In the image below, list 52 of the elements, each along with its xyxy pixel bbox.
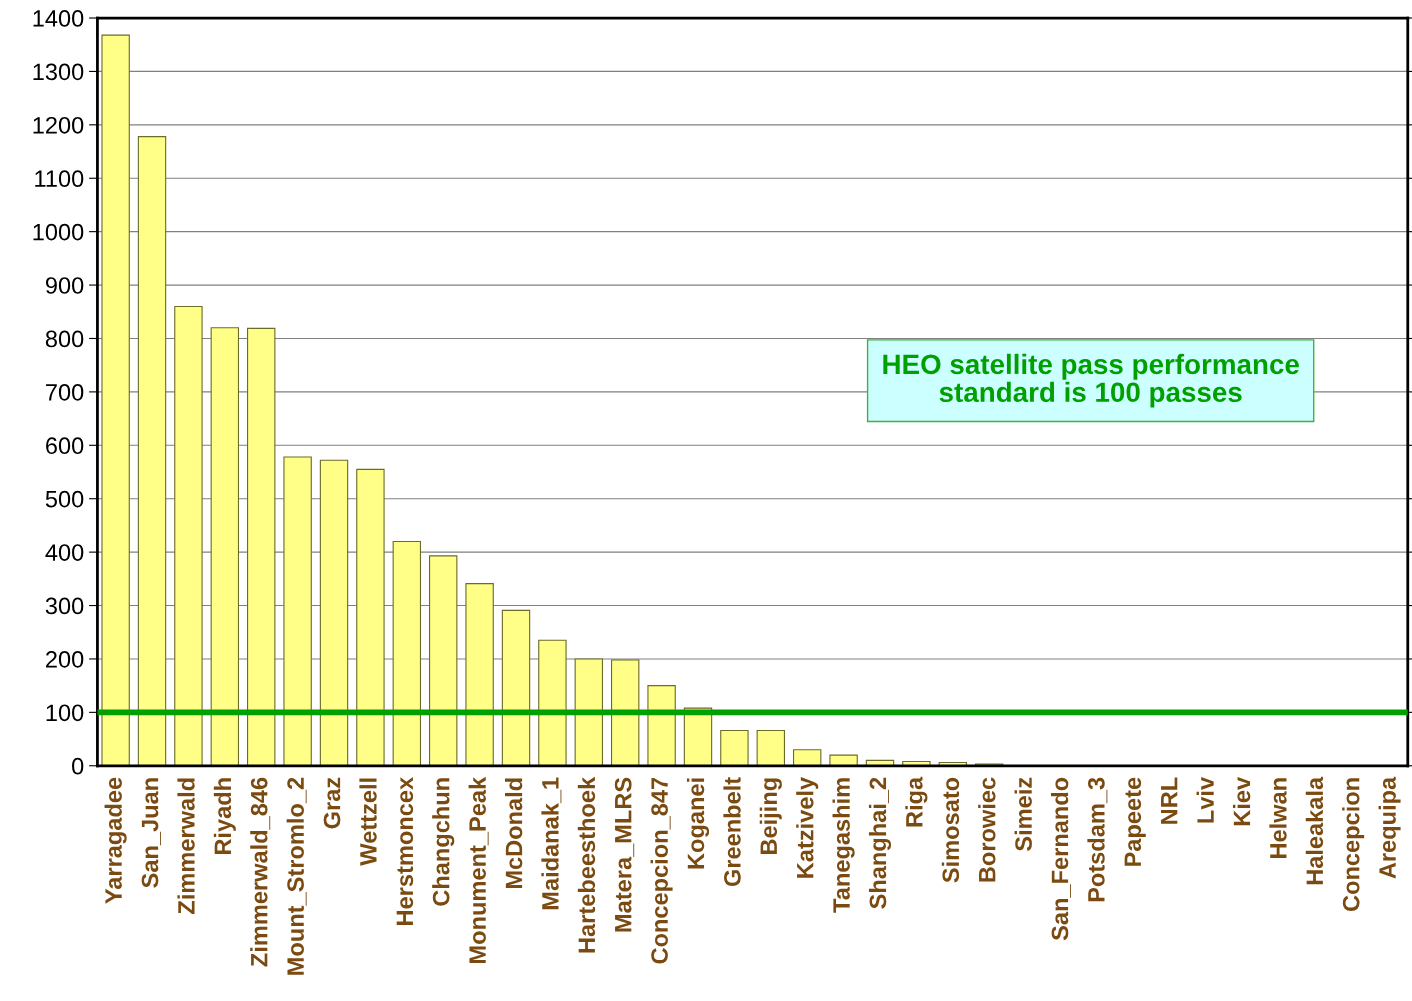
y-tick-label: 1000 [33, 223, 84, 241]
y-tick-label: 1300 [33, 63, 84, 81]
x-tick-label: Beijing [759, 778, 782, 854]
y-tick-label: 800 [45, 330, 84, 348]
y-tick-label: 600 [46, 437, 84, 455]
x-tick-label: Arequipa [1378, 776, 1401, 879]
x-tick-label: Hartebeesthoek [577, 776, 596, 953]
x-tick-label: Riga [905, 776, 928, 827]
x-tick-label: San_Fernando [1050, 777, 1071, 941]
x-tick-label: Helwan [1269, 778, 1287, 858]
x-tick-label: Mount_Stromlo_2 [286, 777, 307, 975]
x-tick-label: Simeiz [1014, 777, 1032, 851]
x-tick-label: Kiev [1232, 776, 1251, 826]
y-tick-label: 300 [45, 597, 84, 615]
annotation: HEO satellite pass performance standard is 100 passes [883, 353, 1299, 408]
y-tick-label: 1100 [35, 170, 84, 188]
x-tick-label: Lviv [1196, 776, 1214, 823]
y-tick-label: 700 [46, 383, 84, 401]
x-tick-label: Graz [323, 777, 341, 829]
x-tick-label: Riyadh [213, 778, 236, 855]
x-tick-label: Matera_MLRS [614, 777, 635, 932]
x-tick-label: Concepcion_847 [650, 777, 673, 964]
y-tick-label: 500 [45, 490, 84, 508]
x-tick-label: Katzively [796, 777, 819, 878]
y-tick-label: 100 [46, 704, 84, 722]
y-tick-label: 900 [45, 277, 84, 294]
x-tick-label: Koganei [686, 778, 710, 869]
x-tick-label: Papeete [1124, 777, 1146, 866]
x-tick-label: Greenbelt [723, 777, 741, 887]
x-tick-label: Monument_Peak [468, 776, 489, 963]
x-tick-label: Simosato [941, 777, 960, 883]
x-tick-label: Shanghai_2 [868, 777, 892, 909]
x-tick-label: Tanegashim [832, 778, 855, 913]
x-tick-label: Haleakala [1305, 776, 1324, 885]
x-tick-label: NRL [1161, 777, 1178, 824]
x-tick-label: Zimmerwald [177, 778, 195, 914]
y-tick-label: 400 [45, 544, 84, 561]
y-tick-label: 0 [72, 757, 84, 775]
x-tick-label: Wettzell [359, 778, 377, 866]
x-tick-label: Changchun [432, 778, 455, 906]
x-tick-label: Herstmoncex [396, 777, 414, 925]
x-tick-label: Concepcion [1342, 778, 1365, 912]
y-tick-label: 1200 [33, 116, 84, 134]
y-tick-label: 1400 [33, 10, 84, 27]
x-tick-label: Maidanak_1 [541, 777, 562, 910]
y-tick-label: 200 [46, 651, 84, 668]
x-tick-label: San_Juan [141, 778, 162, 888]
x-tick-label: Potsdam_3 [1087, 777, 1108, 902]
x-tick-label: Borowiec [978, 777, 996, 882]
x-tick-label: Yarragadee [104, 777, 127, 904]
x-tick-label: McDonald [505, 778, 523, 889]
x-tick-label: Zimmerwald_846 [250, 777, 271, 967]
